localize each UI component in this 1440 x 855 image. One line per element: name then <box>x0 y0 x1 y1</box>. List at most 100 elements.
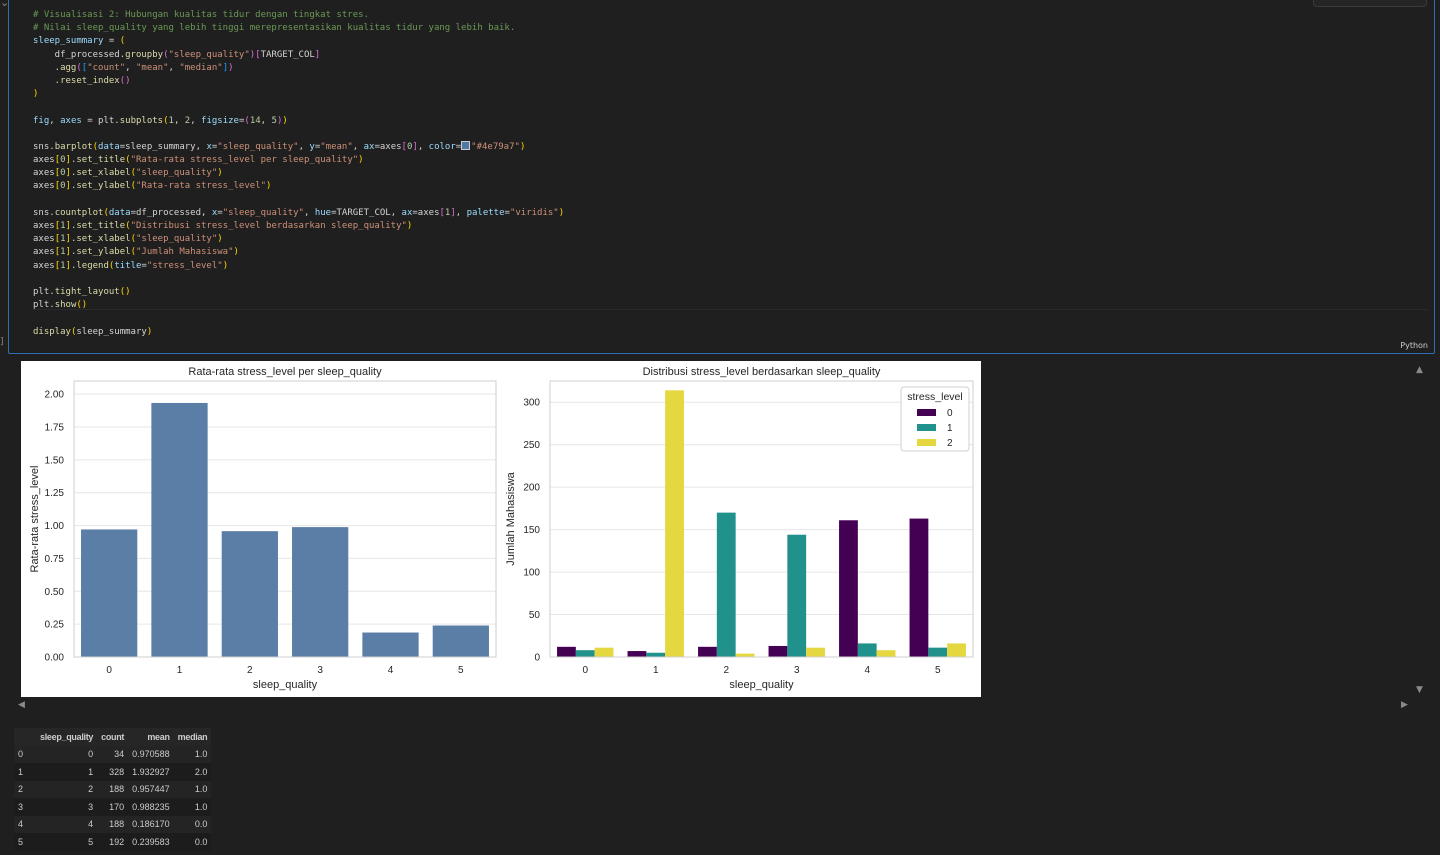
code-line[interactable]: axes[1].legend(title="stress_level") <box>33 260 564 273</box>
code-line[interactable]: .agg(["count", "mean", "median"]) <box>33 62 564 75</box>
column-header-sleep-quality: sleep_quality <box>36 728 98 746</box>
code-token: "sleep_quality" <box>135 234 218 245</box>
code-line[interactable] <box>33 128 564 141</box>
bar <box>876 650 896 657</box>
bar <box>151 402 208 657</box>
code-token: agg <box>60 62 77 73</box>
legend-label: 1 <box>947 423 953 434</box>
legend: stress_level 0 1 2 <box>900 386 970 452</box>
code-token: [ <box>54 234 61 245</box>
code-token: ] <box>65 221 71 231</box>
code-token: ] <box>65 155 71 166</box>
code-token: 2 <box>184 115 191 126</box>
y-tick-label: 200 <box>523 483 540 494</box>
axes-frame <box>73 380 497 658</box>
x-tick-label: 0 <box>106 665 112 676</box>
code-token: axes <box>33 221 55 231</box>
code-line[interactable]: plt.show() <box>33 299 564 312</box>
code-token: palette <box>466 207 505 218</box>
code-token: =axes <box>412 207 440 218</box>
code-cell[interactable]: # Visualisasi 2: Hubungan kualitas tidur… <box>8 0 1435 354</box>
x-tick-label: 4 <box>388 665 394 676</box>
code-line[interactable]: axes[1].set_ylabel("Jumlah Mahasiswa") <box>33 246 564 259</box>
table-cell: 2 <box>36 780 98 798</box>
code-line[interactable] <box>33 194 564 207</box>
color-swatch-icon[interactable] <box>461 140 471 150</box>
code-token: df_processed. <box>33 49 126 60</box>
scroll-up-arrow-icon[interactable]: ▲ <box>1416 365 1423 375</box>
code-token: countplot <box>54 207 104 218</box>
code-line[interactable]: axes[1].set_xlabel("sleep_quality") <box>33 233 564 246</box>
code-line[interactable]: display(sleep_summary) <box>33 326 564 339</box>
code-token: =axes <box>374 141 402 152</box>
code-token: set_xlabel <box>76 168 131 179</box>
code-line[interactable]: axes[0].set_xlabel("sleep_quality") <box>33 167 564 180</box>
code-line[interactable]: df_processed.groupby("sleep_quality")[TA… <box>33 49 564 62</box>
code-line[interactable] <box>33 273 564 286</box>
legend-frame <box>900 386 970 452</box>
y-tick-label: 300 <box>523 398 540 409</box>
code-line[interactable]: axes[1].set_title("Distribusi stress_lev… <box>33 220 564 233</box>
code-line[interactable]: axes[0].set_ylabel("Rata-rata stress_lev… <box>33 180 564 193</box>
scroll-left-arrow-icon[interactable]: ◀ <box>18 700 25 710</box>
cell-collapse-icon[interactable]: ⌄ <box>0 0 10 9</box>
code-token: [ <box>54 181 61 192</box>
cell-toolbar[interactable] <box>1313 0 1427 7</box>
legend-label: 0 <box>947 408 953 419</box>
code-token: , <box>173 115 185 126</box>
table-cell: 1.0 <box>173 780 212 798</box>
code-token: 1 <box>60 260 66 271</box>
scroll-down-arrow-icon[interactable]: ▼ <box>1416 685 1423 695</box>
code-line[interactable]: .reset_index() <box>33 75 564 88</box>
code-token: x <box>206 141 212 152</box>
code-token: () <box>76 300 88 311</box>
code-line[interactable]: plt.tight_layout() <box>33 286 564 299</box>
code-token: 14 <box>249 115 261 126</box>
code-line[interactable]: sns.barplot(data=sleep_summary, x="sleep… <box>33 140 564 154</box>
code-token: , <box>303 207 315 218</box>
code-token: ( <box>163 49 169 60</box>
cell-execution-marker: ] <box>0 337 4 347</box>
code-token: . <box>70 234 77 245</box>
code-token: "Distribusi stress_level berdasarkan sle… <box>130 221 407 231</box>
code-token: ( <box>130 247 136 258</box>
code-token: 1 <box>60 221 66 231</box>
x-tick-label: 3 <box>317 665 323 676</box>
code-line[interactable] <box>33 101 564 114</box>
table-cell: 0.970588 <box>128 745 174 763</box>
code-token: set_ylabel <box>76 247 131 258</box>
code-token: "Rata-rata stress_level per sleep_qualit… <box>130 155 359 166</box>
code-line[interactable] <box>33 312 564 325</box>
row-index: 1 <box>14 763 36 781</box>
code-token: TARGET_COL <box>260 49 315 60</box>
bar <box>221 531 278 657</box>
code-token: ) <box>217 168 223 179</box>
code-line[interactable]: fig, axes = plt.subplots(1, 2, figsize=(… <box>33 115 564 128</box>
code-token: ] <box>65 247 71 258</box>
y-tick-label: 1.00 <box>45 521 65 532</box>
code-token: () <box>119 286 131 297</box>
table-cell: 3 <box>36 798 98 816</box>
code-token: fig <box>33 115 50 126</box>
code-token: # Visualisasi 2: Hubungan kualitas tidur… <box>33 10 369 20</box>
code-token: ( <box>125 155 131 166</box>
code-token: reset_index <box>60 75 120 86</box>
code-token: 0 <box>60 168 66 179</box>
table-cell: 0.186170 <box>128 815 174 833</box>
code-line[interactable]: # Visualisasi 2: Hubungan kualitas tidur… <box>33 9 564 22</box>
code-token: ( <box>130 181 136 192</box>
code-line[interactable]: sleep_summary = ( <box>33 35 564 48</box>
code-token: axes <box>33 234 55 245</box>
table-cell: 1 <box>36 763 98 781</box>
code-line[interactable]: # Nilai sleep_quality yang lebih tinggi … <box>33 22 564 35</box>
bar <box>627 651 647 657</box>
scroll-right-arrow-icon[interactable]: ▶ <box>1401 700 1408 710</box>
cell-language-label[interactable]: Python <box>1400 341 1428 350</box>
code-token: . <box>33 62 61 73</box>
code-editor[interactable]: # Visualisasi 2: Hubungan kualitas tidur… <box>33 9 564 339</box>
code-line[interactable]: sns.countplot(data=df_processed, x="slee… <box>33 207 564 220</box>
y-tick-label: 250 <box>523 440 540 451</box>
table-cell: 1.932927 <box>128 763 174 781</box>
code-line[interactable]: axes[0].set_title("Rata-rata stress_leve… <box>33 154 564 167</box>
code-line[interactable]: ) <box>33 88 564 101</box>
